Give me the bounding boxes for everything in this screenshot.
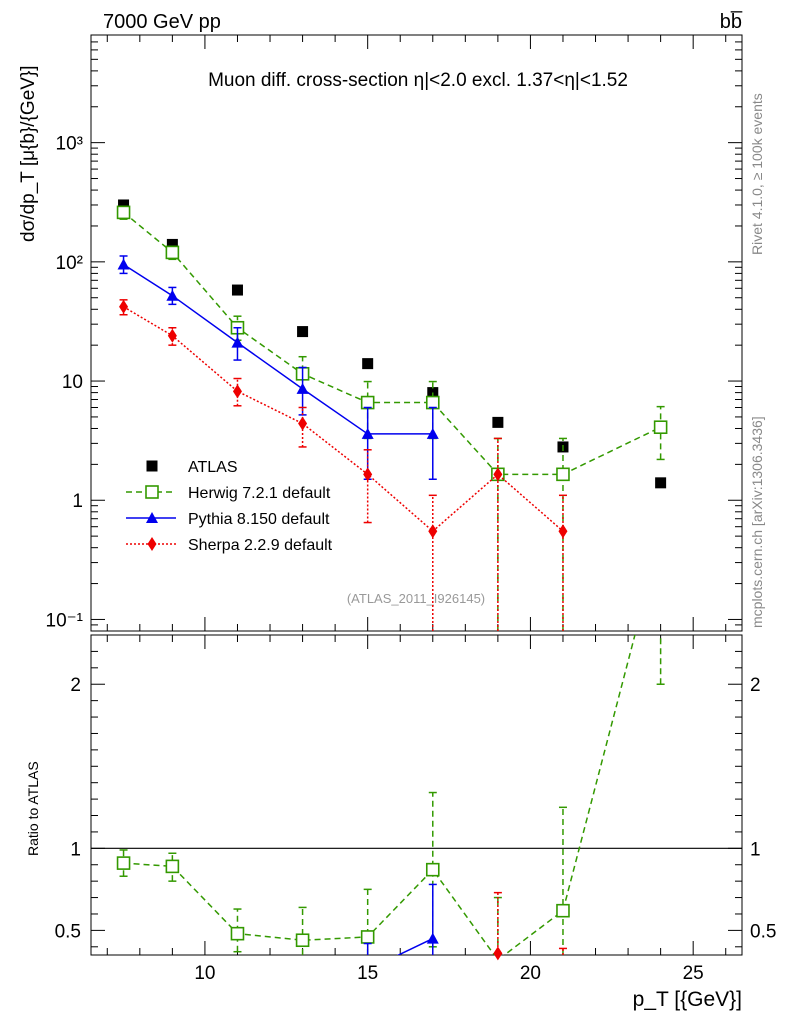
y-tick-label: 10 bbox=[62, 372, 83, 393]
data-point-atlas bbox=[118, 199, 130, 211]
data-point-pythia bbox=[361, 427, 374, 439]
data-point-sherpa bbox=[428, 524, 438, 539]
y-tick-label: 10⁻¹ bbox=[46, 610, 84, 631]
series-line-sherpa bbox=[123, 306, 564, 533]
ratio-series bbox=[116, 635, 665, 961]
ratio-y-tick-label: 1 bbox=[70, 839, 81, 860]
watermark-label: (ATLAS_2011_I926145) bbox=[347, 591, 485, 606]
series-line-pythia bbox=[123, 263, 433, 435]
data-point-sherpa bbox=[147, 537, 157, 551]
legend: ATLAS Herwig 7.2.1 default Pythia 8.150 de… bbox=[126, 459, 333, 554]
data-point-atlas bbox=[166, 238, 178, 250]
mcplots-label: mcplots.cern.ch [arXiv:1306.3436] bbox=[749, 416, 765, 628]
data-point-pythia bbox=[146, 512, 158, 523]
data-point-atlas bbox=[297, 326, 309, 338]
series-line-herwig bbox=[123, 211, 661, 476]
x-tick-label: 10 bbox=[194, 963, 215, 984]
data-point-herwig bbox=[165, 859, 180, 874]
legend-label-pythia: Pythia 8.150 default bbox=[188, 511, 330, 528]
data-point-atlas bbox=[492, 416, 504, 428]
main-y-axis-label: dσ/dp_T [μ{b}/{GeV}] bbox=[18, 65, 39, 242]
ratio-y-axis-label: Ratio to ATLAS bbox=[25, 761, 41, 856]
data-point-sherpa bbox=[298, 416, 308, 431]
series-line-pythia bbox=[396, 937, 434, 955]
y-tick-label: 10³ bbox=[56, 134, 83, 155]
data-point-sherpa bbox=[558, 524, 568, 539]
main-series bbox=[116, 199, 668, 631]
data-point-pythia bbox=[231, 336, 244, 348]
plot-frames bbox=[90, 34, 743, 956]
rivet-version-label: Rivet 4.1.0, ≥ 100k events bbox=[749, 93, 765, 255]
data-point-herwig bbox=[556, 903, 570, 918]
data-point-pythia bbox=[426, 427, 439, 439]
data-point-herwig bbox=[116, 205, 131, 220]
data-point-herwig bbox=[425, 862, 440, 877]
data-point-sherpa bbox=[232, 384, 242, 399]
data-point-sherpa bbox=[363, 467, 373, 482]
data-point-sherpa bbox=[119, 299, 129, 314]
process-label: bb̅ bbox=[720, 10, 743, 33]
y-tick-label: 10² bbox=[56, 253, 83, 274]
data-point-atlas bbox=[231, 284, 243, 296]
data-point-herwig bbox=[295, 933, 310, 948]
data-point-atlas bbox=[655, 477, 667, 489]
data-point-sherpa bbox=[167, 328, 177, 343]
energy-label: 7000 GeV pp bbox=[103, 11, 221, 33]
data-point-herwig bbox=[556, 467, 570, 482]
data-point-atlas bbox=[146, 460, 158, 472]
data-point-sherpa bbox=[493, 946, 503, 961]
x-tick-label: 20 bbox=[520, 963, 541, 984]
data-point-herwig bbox=[653, 420, 668, 435]
data-point-pythia bbox=[117, 258, 130, 270]
x-axis-label: p_T [{GeV}] bbox=[633, 988, 742, 1011]
legend-label-sherpa: Sherpa 2.2.9 default bbox=[188, 537, 333, 554]
ratio-axes: 0.5 0.5 1 1 2 2 10 15 20 25 bbox=[55, 635, 776, 984]
data-point-atlas bbox=[362, 358, 374, 370]
y-tick-label: 1 bbox=[72, 491, 83, 512]
ratio-y-tick-label-right: 2 bbox=[750, 675, 761, 696]
main-axes: 10⁻¹ 1 10 10² 10³ bbox=[46, 34, 742, 632]
data-point-sherpa bbox=[493, 467, 503, 482]
legend-label-atlas: ATLAS bbox=[188, 459, 238, 476]
data-point-pythia bbox=[296, 382, 309, 394]
data-point-pythia bbox=[426, 932, 439, 944]
legend-label-herwig: Herwig 7.2.1 default bbox=[188, 485, 331, 502]
data-point-pythia bbox=[166, 289, 179, 301]
data-point-herwig bbox=[360, 930, 375, 944]
x-tick-label: 25 bbox=[683, 963, 704, 984]
ratio-y-tick-label-right: 0.5 bbox=[750, 921, 776, 942]
chart-title: Muon diff. cross-section η|<2.0 excl. 1.… bbox=[208, 70, 628, 91]
data-point-herwig bbox=[145, 485, 159, 499]
x-tick-label: 15 bbox=[357, 963, 378, 984]
data-point-herwig bbox=[230, 926, 245, 941]
ratio-y-tick-label-right: 1 bbox=[750, 839, 761, 860]
data-point-herwig bbox=[165, 245, 180, 260]
data-point-herwig bbox=[116, 856, 131, 870]
ratio-y-tick-label: 2 bbox=[70, 675, 81, 696]
ratio-y-tick-label: 0.5 bbox=[55, 921, 81, 942]
ratio-panel-frame bbox=[90, 634, 743, 956]
main-panel-frame bbox=[90, 34, 743, 632]
